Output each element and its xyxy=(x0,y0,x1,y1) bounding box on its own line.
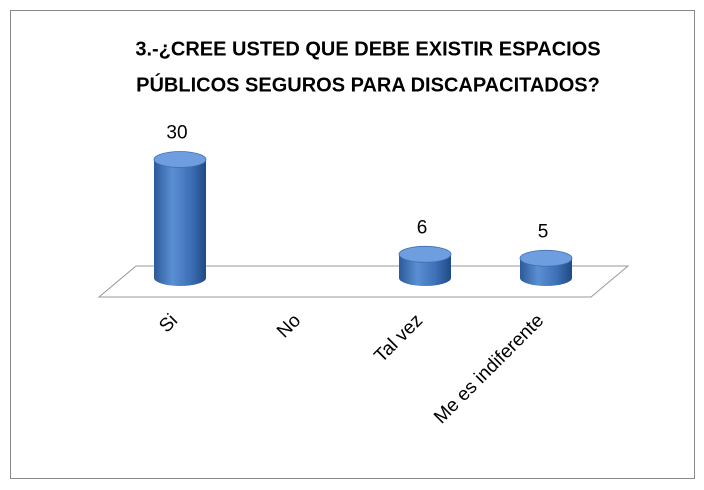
bar-body xyxy=(154,159,206,286)
bar xyxy=(398,245,452,286)
bar-top xyxy=(398,245,452,263)
bar-top xyxy=(153,151,207,168)
data-label: 6 xyxy=(417,217,428,238)
chart-title: 3.-¿CREE USTED QUE DEBE EXISTIR ESPACIOS xyxy=(135,38,600,60)
chart-frame xyxy=(10,10,695,479)
bar xyxy=(153,151,207,286)
data-label: 30 xyxy=(166,123,187,144)
chart-title: PÚBLICOS SEGUROS PARA DISCAPACITADOS? xyxy=(136,72,600,96)
bar-body xyxy=(399,254,451,286)
floor xyxy=(97,265,630,298)
bar-top xyxy=(519,249,573,267)
data-label: 5 xyxy=(538,221,549,242)
bar xyxy=(519,249,573,286)
